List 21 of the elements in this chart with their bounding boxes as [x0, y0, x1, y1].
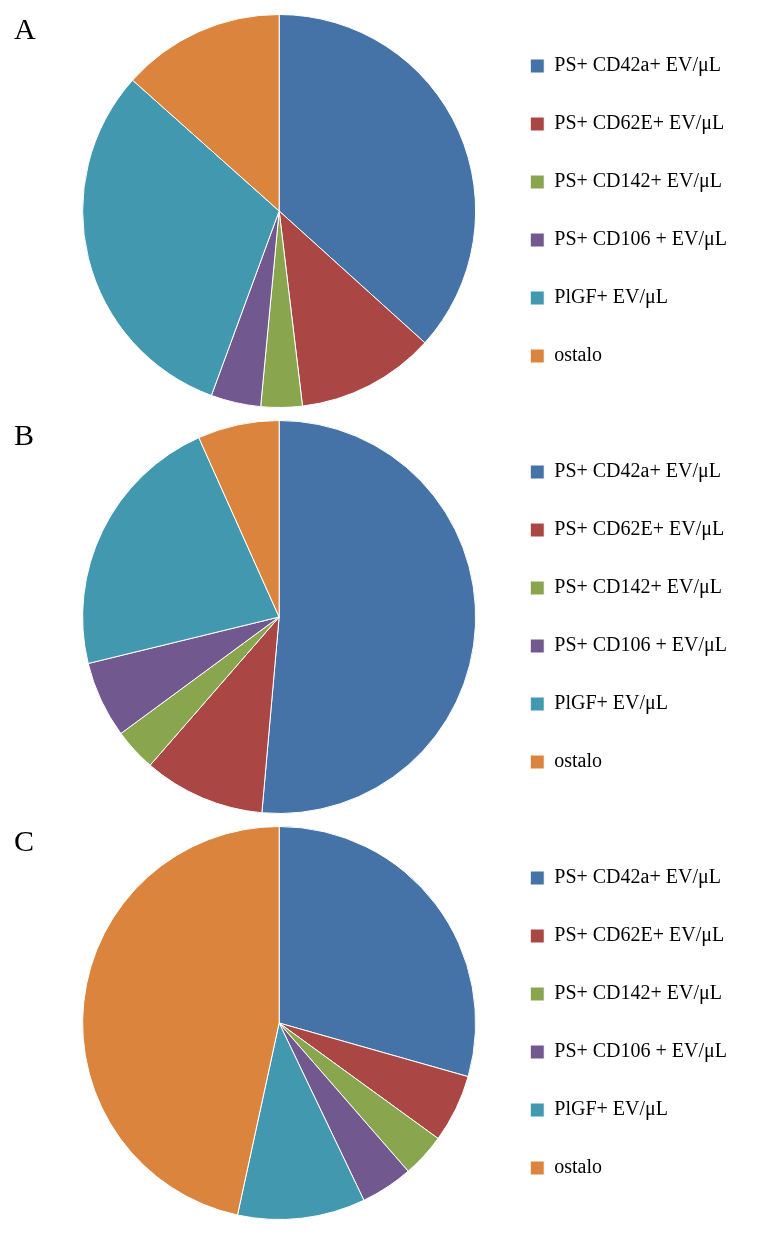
legend-label: ostalo: [554, 1155, 603, 1178]
legend-label: PS+ CD62E+ EV/μL: [554, 517, 725, 541]
legend-label: PlGF+ EV/μL: [554, 285, 668, 309]
legend-label: PlGF+ EV/μL: [554, 1097, 668, 1121]
legend-label: ostalo: [554, 343, 603, 366]
legend-label: PS+ CD106 + EV/μL: [554, 633, 728, 657]
legend-label: PlGF+ EV/μL: [554, 691, 668, 715]
legend-label: PS+ CD42a+ EV/μL: [554, 459, 721, 483]
chart-title: A: [14, 12, 36, 46]
legend-label: PS+ CD62E+ EV/μL: [554, 111, 725, 135]
legend-label: ostalo: [554, 749, 603, 772]
legend-label: PS+ CD106 + EV/μL: [554, 1039, 728, 1063]
chart-title: B: [14, 418, 35, 452]
legend-label: PS+ CD142+ EV/μL: [554, 981, 723, 1005]
legend-label: PS+ CD42a+ EV/μL: [554, 53, 721, 77]
legend-label: PS+ CD106 + EV/μL: [554, 227, 728, 251]
legend-label: PS+ CD62E+ EV/μL: [554, 923, 725, 947]
legend-label: PS+ CD142+ EV/μL: [554, 575, 723, 599]
legend-label: PS+ CD42a+ EV/μL: [554, 865, 721, 889]
chart-title: C: [14, 824, 35, 858]
legend-label: PS+ CD142+ EV/μL: [554, 169, 723, 193]
